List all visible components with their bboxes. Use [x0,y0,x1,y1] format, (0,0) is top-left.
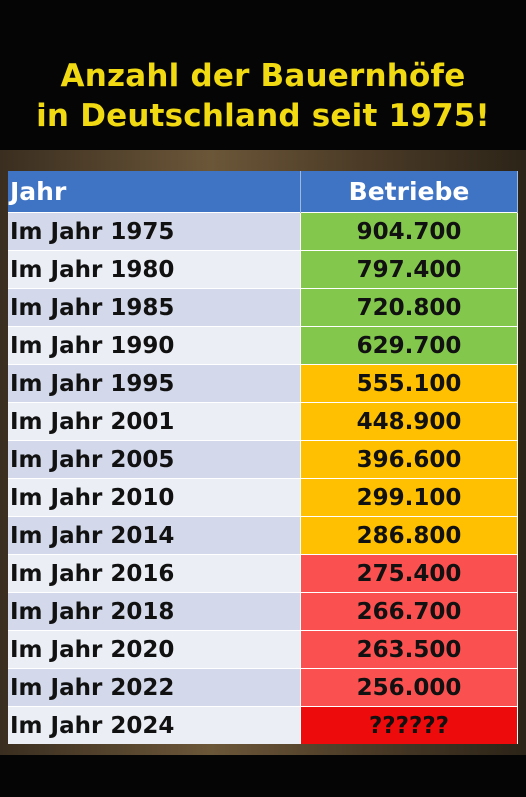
count-cell: 797.400 [300,250,518,289]
table-row: Im Jahr 2010 299.100 [8,478,518,517]
year-cell: Im Jahr 2001 [8,402,301,441]
table-row: Im Jahr 2020 263.500 [8,630,518,669]
year-cell: Im Jahr 1995 [8,364,301,403]
table-row: Im Jahr 1995 555.100 [8,364,518,403]
year-cell: Im Jahr 2014 [8,516,301,555]
count-cell: 286.800 [300,516,518,555]
year-cell: Im Jahr 2018 [8,592,301,631]
table-row: Im Jahr 2016 275.400 [8,554,518,593]
year-cell: Im Jahr 2022 [8,668,301,707]
count-cell: 396.600 [300,440,518,479]
count-cell: 629.700 [300,326,518,365]
table-row: Im Jahr 1975 904.700 [8,212,518,251]
count-cell: 720.800 [300,288,518,327]
column-header-count: Betriebe [300,171,518,213]
year-cell: Im Jahr 1980 [8,250,301,289]
table-body: Im Jahr 1975 904.700 Im Jahr 1980 797.400 Im… [8,212,518,744]
count-cell: 555.100 [300,364,518,403]
table-row: Im Jahr 2018 266.700 [8,592,518,631]
table-row: Im Jahr 2005 396.600 [8,440,518,479]
count-cell: 275.400 [300,554,518,593]
year-cell: Im Jahr 2016 [8,554,301,593]
count-cell: ?????? [300,706,518,744]
count-cell: 266.700 [300,592,518,631]
table-header-row: Jahr Betriebe [8,171,518,213]
title-line-2: in Deutschland seit 1975! [36,98,490,134]
year-cell: Im Jahr 1975 [8,212,301,251]
year-cell: Im Jahr 2005 [8,440,301,479]
count-cell: 299.100 [300,478,518,517]
title-line-1: Anzahl der Bauernhöfe [60,58,466,94]
year-cell: Im Jahr 1985 [8,288,301,327]
year-cell: Im Jahr 1990 [8,326,301,365]
table-row: Im Jahr 2014 286.800 [8,516,518,555]
count-cell: 263.500 [300,630,518,669]
column-header-year: Jahr [8,171,301,213]
table-row: Im Jahr 2001 448.900 [8,402,518,441]
count-cell: 448.900 [300,402,518,441]
table-row: Im Jahr 2024?????? [8,706,518,744]
table-row: Im Jahr 1985 720.800 [8,288,518,327]
page-title: Anzahl der Bauernhöfe in Deutschland sei… [0,56,526,136]
table-row: Im Jahr 1980 797.400 [8,250,518,289]
table-row: Im Jahr 2022 256.000 [8,668,518,707]
count-cell: 256.000 [300,668,518,707]
year-cell: Im Jahr 2024 [8,706,301,744]
table-row: Im Jahr 1990 629.700 [8,326,518,365]
farm-count-table: Jahr Betriebe Im Jahr 1975 904.700 Im Jahr… [8,171,518,744]
year-cell: Im Jahr 2020 [8,630,301,669]
year-cell: Im Jahr 2010 [8,478,301,517]
count-cell: 904.700 [300,212,518,251]
